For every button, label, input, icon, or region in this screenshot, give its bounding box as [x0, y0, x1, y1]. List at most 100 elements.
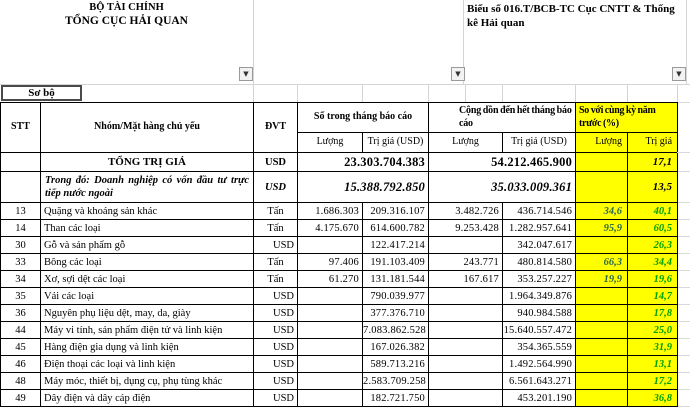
cell-value-month[interactable]: 131.181.544 — [361, 270, 430, 288]
cell-value-cum[interactable]: 480.814.580 — [502, 253, 577, 271]
tab-so-bo[interactable]: Sơ bộ — [1, 85, 82, 101]
cell-yoy-value[interactable]: 26,3 — [627, 236, 679, 254]
cell-yoy-value[interactable]: 13,5 — [627, 171, 679, 203]
cell-stt[interactable]: 33 — [0, 253, 41, 271]
cell-value-month[interactable]: 23.303.704.383 — [296, 152, 430, 172]
cell-value-cum[interactable]: 940.984.588 — [502, 304, 577, 322]
cell-value-cum[interactable]: 6.561.643.271 — [502, 372, 577, 390]
cell-value-cum[interactable]: 15.640.557.472 — [502, 321, 577, 339]
cell-name[interactable]: Hàng điện gia dụng và linh kiện — [40, 338, 254, 356]
cell-unit[interactable]: USD — [253, 304, 298, 322]
cell-unit[interactable]: USD — [253, 287, 298, 305]
cell-yoy-qty[interactable] — [575, 338, 629, 356]
cell-yoy-value[interactable]: 25,0 — [627, 321, 679, 339]
cell-stt[interactable]: 30 — [0, 236, 41, 254]
cell-unit[interactable]: Tấn — [253, 219, 298, 237]
cell-value-month[interactable]: 122.417.214 — [361, 236, 430, 254]
cell-name[interactable]: Bông các loại — [40, 253, 254, 271]
col-header-cumulative-group[interactable]: Cộng dồn đến hết tháng báo cáo — [428, 102, 577, 133]
cell-yoy-qty[interactable] — [575, 152, 629, 172]
cell-yoy-qty[interactable] — [575, 355, 629, 373]
cell-yoy-value[interactable]: 17,8 — [627, 304, 679, 322]
cell-qty-month[interactable] — [297, 355, 363, 373]
cell-qty-cum[interactable] — [428, 389, 504, 407]
col-header-stt[interactable]: STT — [0, 102, 41, 153]
cell-unit[interactable]: USD — [253, 152, 298, 172]
cell-yoy-qty[interactable]: 34,6 — [575, 202, 629, 220]
cell-value-month[interactable]: 191.103.409 — [361, 253, 430, 271]
cell-yoy-value[interactable]: 60,5 — [627, 219, 679, 237]
cell-yoy-qty[interactable] — [575, 372, 629, 390]
cell-qty-cum[interactable] — [428, 372, 504, 390]
cell-yoy-value[interactable]: 19,6 — [627, 270, 679, 288]
cell-yoy-qty[interactable]: 66,3 — [575, 253, 629, 271]
cell-value-month[interactable]: 2.583.709.258 — [361, 372, 430, 390]
cell-name[interactable]: Điện thoại các loại và linh kiện — [40, 355, 254, 373]
col-header-unit[interactable]: ĐVT — [253, 102, 298, 153]
cell-stt[interactable] — [0, 152, 41, 172]
cell-yoy-value[interactable]: 13,1 — [627, 355, 679, 373]
cell-unit[interactable]: USD — [253, 171, 298, 203]
cell-yoy-qty[interactable] — [575, 287, 629, 305]
cell-yoy-qty[interactable] — [575, 389, 629, 407]
cell-qty-cum[interactable]: 3.482.726 — [428, 202, 504, 220]
cell-qty-cum[interactable] — [428, 287, 504, 305]
cell-qty-month[interactable]: 4.175.670 — [297, 219, 363, 237]
cell-unit[interactable]: Tấn — [253, 202, 298, 220]
cell-value-cum[interactable]: 35.033.009.361 — [428, 171, 577, 203]
cell-qty-month[interactable] — [297, 304, 363, 322]
cell-qty-month[interactable] — [297, 372, 363, 390]
col-header-qty[interactable]: Lượng — [297, 132, 363, 153]
cell-stt[interactable]: 14 — [0, 219, 41, 237]
cell-qty-month[interactable]: 97.406 — [297, 253, 363, 271]
cell-value-month[interactable]: 790.039.977 — [361, 287, 430, 305]
cell-value-month[interactable]: 377.376.710 — [361, 304, 430, 322]
cell-stt[interactable] — [0, 171, 41, 203]
cell-stt[interactable]: 36 — [0, 304, 41, 322]
cell-yoy-value[interactable]: 17,1 — [627, 152, 679, 172]
cell-name[interactable]: Nguyên phụ liệu dệt, may, da, giày — [40, 304, 254, 322]
filter-dropdown-button[interactable]: ▼ — [451, 67, 465, 81]
cell-value-cum[interactable]: 1.492.564.990 — [502, 355, 577, 373]
cell-name[interactable]: Máy móc, thiết bị, dụng cụ, phụ tùng khá… — [40, 372, 254, 390]
cell-qty-cum[interactable] — [428, 304, 504, 322]
cell-qty-cum[interactable]: 167.617 — [428, 270, 504, 288]
cell-value-cum[interactable]: 453.201.190 — [502, 389, 577, 407]
cell-stt[interactable]: 44 — [0, 321, 41, 339]
cell-unit[interactable]: USD — [253, 236, 298, 254]
cell-fdi-name[interactable]: Trong đó: Doanh nghiệp có vốn đầu tư trự… — [40, 171, 254, 203]
cell-yoy-value[interactable]: 14,7 — [627, 287, 679, 305]
col-header-yoy-group[interactable]: So với cùng kỳ năm trước (%) — [575, 102, 679, 133]
cell-value-month[interactable]: 589.713.216 — [361, 355, 430, 373]
cell-value-month[interactable]: 182.721.750 — [361, 389, 430, 407]
cell-unit[interactable]: USD — [253, 338, 298, 356]
filter-dropdown-button[interactable]: ▼ — [672, 67, 686, 81]
cell-value-cum[interactable]: 342.047.617 — [502, 236, 577, 254]
cell-value-cum[interactable]: 54.212.465.900 — [428, 152, 577, 172]
cell-unit[interactable]: USD — [253, 321, 298, 339]
cell-yoy-value[interactable]: 40,1 — [627, 202, 679, 220]
cell-qty-cum[interactable] — [428, 236, 504, 254]
cell-name[interactable]: Dây điện và dây cáp điện — [40, 389, 254, 407]
cell-qty-month[interactable]: 1.686.303 — [297, 202, 363, 220]
col-header-group[interactable]: Nhóm/Mặt hàng chủ yếu — [40, 102, 254, 153]
cell-stt[interactable]: 13 — [0, 202, 41, 220]
cell-stt[interactable]: 35 — [0, 287, 41, 305]
cell-value-cum[interactable]: 436.714.546 — [502, 202, 577, 220]
cell-value-cum[interactable]: 1.964.349.876 — [502, 287, 577, 305]
cell-stt[interactable]: 46 — [0, 355, 41, 373]
cell-yoy-qty[interactable] — [575, 171, 629, 203]
cell-qty-cum[interactable] — [428, 355, 504, 373]
cell-name[interactable]: Quặng và khoáng sản khác — [40, 202, 254, 220]
cell-value-cum[interactable]: 354.365.559 — [502, 338, 577, 356]
cell-qty-month[interactable] — [297, 389, 363, 407]
cell-name[interactable]: Gỗ và sản phẩm gỗ — [40, 236, 254, 254]
cell-value-month[interactable]: 15.388.792.850 — [296, 171, 430, 203]
cell-yoy-qty[interactable] — [575, 321, 629, 339]
cell-qty-month[interactable] — [297, 287, 363, 305]
cell-unit[interactable]: Tấn — [253, 270, 298, 288]
filter-dropdown-button[interactable]: ▼ — [239, 67, 253, 81]
cell-stt[interactable]: 45 — [0, 338, 41, 356]
cell-qty-month[interactable] — [297, 236, 363, 254]
cell-value-month[interactable]: 209.316.107 — [361, 202, 430, 220]
